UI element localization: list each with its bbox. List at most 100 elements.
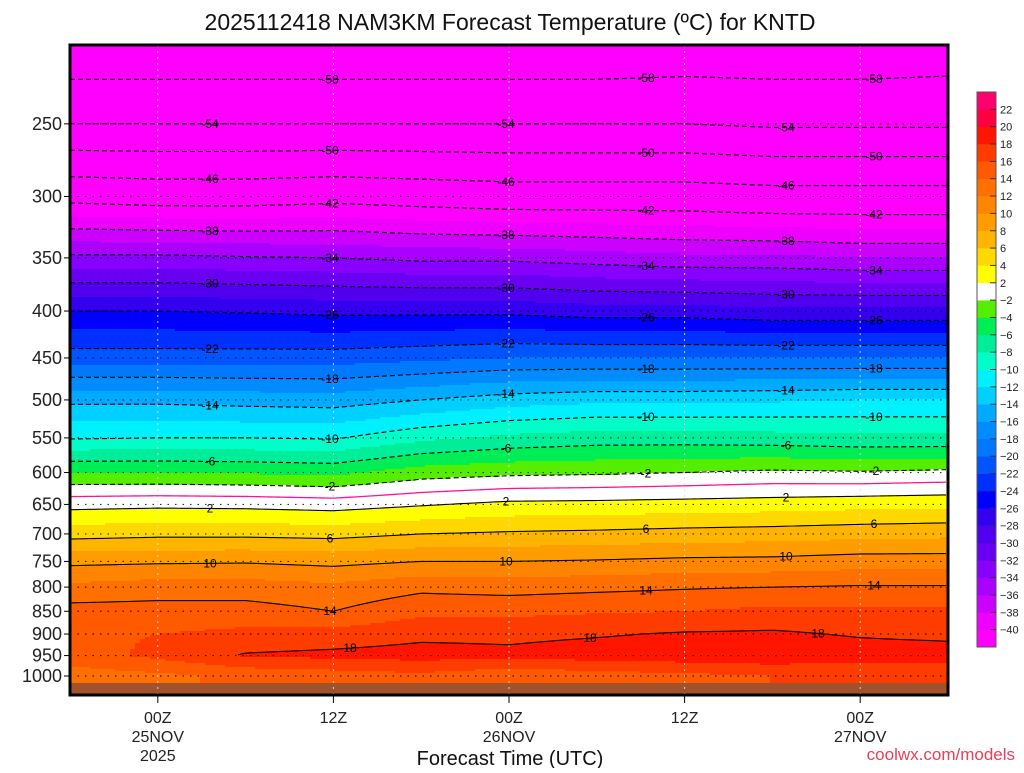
temperature-band — [750, 307, 756, 320]
temperature-band — [635, 345, 641, 358]
temperature-band — [765, 227, 771, 242]
temperature-band — [395, 331, 401, 348]
temperature-band — [275, 581, 281, 604]
temperature-band — [280, 45, 286, 218]
temperature-band — [100, 461, 106, 474]
temperature-band — [310, 565, 316, 584]
temperature-band — [395, 659, 401, 674]
temperature-band — [610, 331, 616, 346]
temperature-band — [760, 497, 766, 512]
temperature-band — [300, 607, 306, 628]
temperature-band — [215, 243, 221, 258]
temperature-band — [460, 659, 466, 672]
temperature-band — [270, 365, 276, 380]
temperature-band — [80, 45, 86, 218]
temperature-band — [860, 497, 866, 510]
temperature-band — [185, 231, 191, 244]
temperature-band — [255, 627, 261, 654]
temperature-band — [460, 329, 466, 346]
temperature-band — [145, 461, 151, 474]
temperature-band — [235, 563, 241, 580]
temperature-band — [70, 229, 76, 242]
temperature-band — [255, 579, 261, 602]
temperature-band — [805, 357, 811, 370]
temperature-band — [130, 297, 136, 312]
temperature-band — [635, 499, 641, 516]
temperature-band — [425, 643, 431, 662]
temperature-band — [250, 365, 256, 380]
temperature-band — [610, 661, 616, 672]
temperature-band — [610, 237, 616, 252]
temperature-band — [605, 265, 611, 280]
temperature-band — [745, 513, 751, 528]
temperature-band — [90, 377, 96, 392]
temperature-band — [785, 557, 791, 572]
temperature-band — [75, 283, 81, 298]
temperature-band — [505, 449, 511, 464]
temperature-band — [600, 593, 606, 614]
temperature-band — [130, 349, 136, 366]
temperature-band — [795, 295, 801, 308]
temperature-band — [85, 603, 91, 668]
temperature-band — [395, 363, 401, 376]
temperature-band — [720, 609, 726, 632]
temperature-band — [595, 559, 601, 576]
temperature-band — [225, 379, 231, 392]
temperature-band — [235, 219, 241, 232]
temperature-band — [595, 545, 601, 560]
temperature-band — [350, 45, 356, 218]
temperature-band — [195, 269, 201, 284]
temperature-band — [540, 357, 546, 370]
temperature-band — [685, 369, 691, 382]
temperature-band — [460, 373, 466, 386]
temperature-band — [575, 291, 581, 304]
temperature-band — [770, 295, 776, 308]
temperature-band — [635, 403, 641, 418]
temperature-band — [375, 377, 381, 390]
temperature-band — [295, 423, 301, 440]
temperature-band — [170, 437, 176, 450]
temperature-band — [735, 281, 741, 294]
temperature-band — [840, 401, 846, 418]
temperature-band — [385, 599, 391, 622]
temperature-band — [435, 643, 441, 662]
temperature-band — [815, 401, 821, 418]
temperature-band — [205, 283, 211, 298]
temperature-band — [790, 631, 796, 664]
temperature-band — [725, 391, 731, 404]
temperature-band — [670, 633, 676, 662]
temperature-band — [145, 391, 151, 406]
temperature-band — [485, 547, 491, 562]
temperature-band — [305, 365, 311, 380]
temperature-band — [110, 523, 116, 540]
temperature-band — [835, 635, 841, 664]
temperature-band — [540, 303, 546, 316]
temperature-band — [600, 459, 606, 476]
temperature-band — [305, 511, 311, 526]
temperature-band — [715, 631, 721, 664]
temperature-band — [850, 345, 856, 358]
temperature-band — [555, 593, 561, 616]
temperature-band — [385, 259, 391, 274]
temperature-band — [440, 465, 446, 480]
temperature-band — [285, 523, 291, 538]
temperature-band — [625, 613, 631, 636]
temperature-band — [665, 279, 671, 294]
temperature-band — [460, 397, 466, 412]
temperature-band — [680, 345, 686, 358]
temperature-band — [280, 379, 286, 394]
temperature-band — [520, 235, 526, 250]
temperature-band — [860, 257, 866, 272]
temperature-band — [690, 573, 696, 590]
temperature-band — [150, 311, 156, 330]
temperature-band — [105, 217, 111, 230]
temperature-band — [640, 559, 646, 576]
temperature-band — [580, 45, 586, 224]
temperature-band — [325, 463, 331, 476]
temperature-band — [555, 277, 561, 290]
temperature-band — [565, 447, 571, 462]
temperature-band — [525, 433, 531, 448]
temperature-band — [250, 579, 256, 602]
temperature-band — [505, 371, 511, 384]
temperature-band — [575, 639, 581, 662]
